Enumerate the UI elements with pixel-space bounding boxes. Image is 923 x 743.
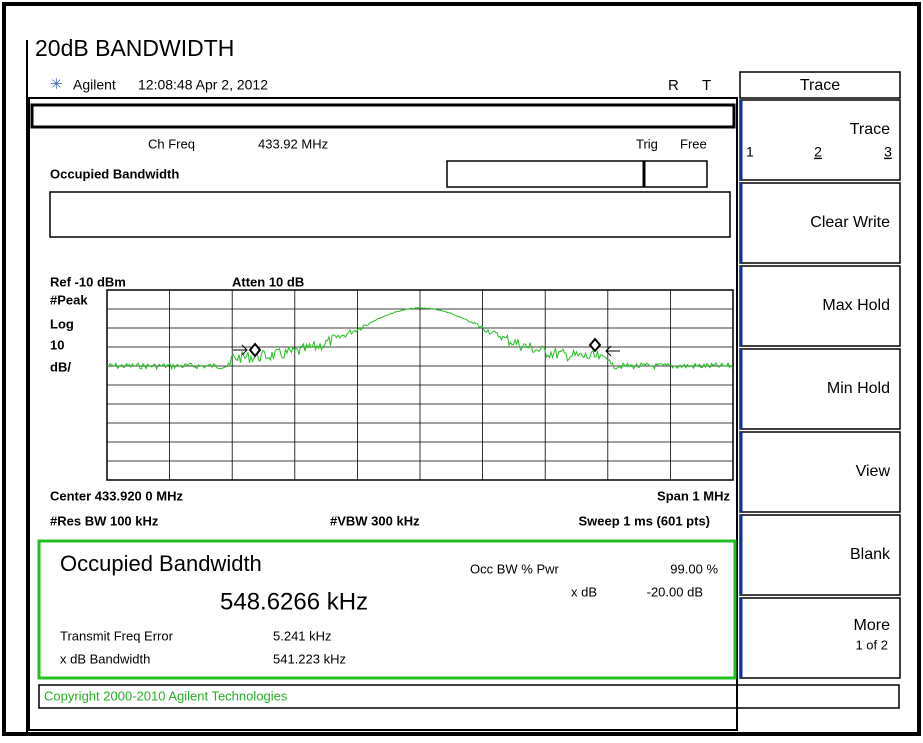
screen	[28, 97, 738, 731]
label: Occ BW % Pwr	[470, 561, 560, 576]
value: 541.223 kHz	[273, 651, 346, 666]
label: 10	[50, 337, 64, 352]
box	[446, 160, 708, 188]
softkey[interactable]	[739, 431, 901, 513]
softkey-label: Clear Write	[810, 214, 890, 231]
label: x dB	[571, 584, 597, 599]
label: Log	[50, 316, 74, 331]
arrow	[233, 344, 248, 356]
label: Transmit Freq Error	[60, 628, 174, 643]
label: #Res BW 100 kHz	[50, 513, 159, 528]
label: Ref -10 dBm	[50, 274, 126, 289]
softkey[interactable]	[739, 99, 901, 181]
menu-box	[739, 71, 901, 99]
graticule	[106, 289, 734, 481]
occ-bw: 548.6266 kHz	[220, 588, 368, 615]
softkey-option: 1	[746, 144, 754, 160]
icon: ✳	[50, 76, 63, 93]
softkey-label: Max Hold	[822, 297, 890, 314]
timestamp: 12:08:48 Apr 2, 2012	[138, 77, 268, 93]
value: -20.00 dB	[647, 584, 703, 599]
softkey-label: Trace	[850, 121, 890, 138]
trace	[106, 307, 733, 371]
menu-title: Trace	[800, 77, 840, 94]
softkey-label: Blank	[850, 546, 891, 563]
value: 99.00 %	[670, 561, 718, 576]
status-bar	[30, 103, 736, 129]
softkeys: Trace 1 2 3 Clear Write Max Hold Min Hold View B…	[739, 99, 901, 679]
label: Atten 10 dB	[232, 274, 304, 289]
label: #VBW 300 kHz	[330, 513, 420, 528]
footer-box	[38, 684, 900, 709]
softkey-label: Min Hold	[827, 380, 890, 397]
flag: T	[702, 77, 711, 94]
marker	[588, 337, 602, 353]
softkey-sub: 1 of 2	[855, 637, 888, 652]
softkey[interactable]	[739, 597, 901, 679]
value: 433.92 MHz	[258, 136, 328, 151]
marker	[248, 342, 262, 358]
flag: R	[668, 77, 679, 94]
arrow	[605, 345, 620, 357]
softkey-option: 3	[884, 144, 892, 160]
measure: Occupied Bandwidth	[50, 166, 179, 181]
label: x dB Bandwidth	[60, 651, 150, 666]
title: 20dB BANDWIDTH	[35, 35, 234, 61]
softkey-label: More	[854, 617, 891, 634]
box	[49, 191, 731, 238]
softkey-label: View	[856, 463, 891, 480]
softkey[interactable]	[739, 514, 901, 596]
softkey[interactable]	[739, 265, 901, 347]
label: #Peak	[50, 292, 88, 307]
brand: Agilent	[73, 77, 116, 93]
label: Trig	[636, 136, 658, 151]
copyright: Copyright 2000-2010 Agilent Technologies	[44, 688, 288, 703]
softkey[interactable]	[739, 182, 901, 264]
label: Center 433.920 0 MHz	[50, 488, 183, 503]
label: Sweep 1 ms (601 pts)	[579, 513, 711, 528]
results-box	[37, 539, 737, 680]
label: dB/	[50, 359, 71, 374]
value: Free	[680, 136, 707, 151]
softkey-option: 2	[814, 144, 822, 160]
label: Ch Freq	[148, 136, 195, 151]
label: Span 1 MHz	[657, 488, 730, 503]
results-title: Occupied Bandwidth	[60, 551, 262, 576]
graticule-border	[106, 289, 734, 481]
value: 5.241 kHz	[273, 628, 332, 643]
